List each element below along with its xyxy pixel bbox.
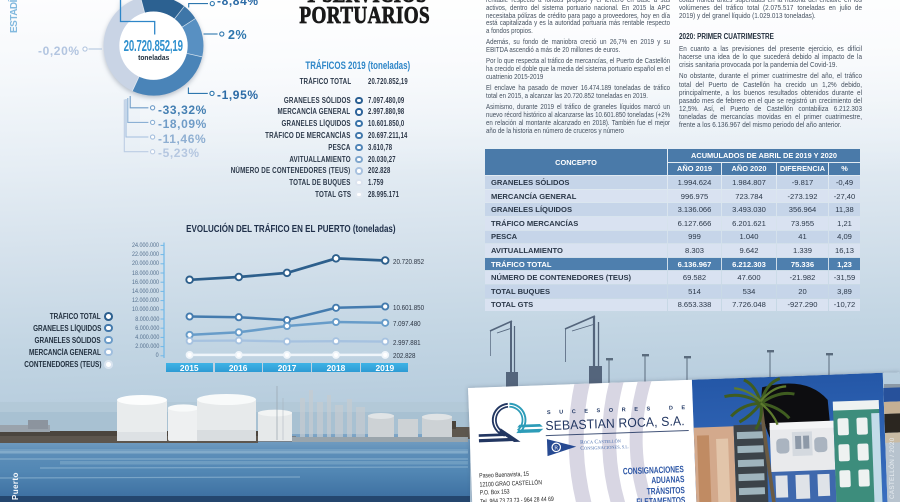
svg-text:R: R bbox=[554, 445, 558, 451]
